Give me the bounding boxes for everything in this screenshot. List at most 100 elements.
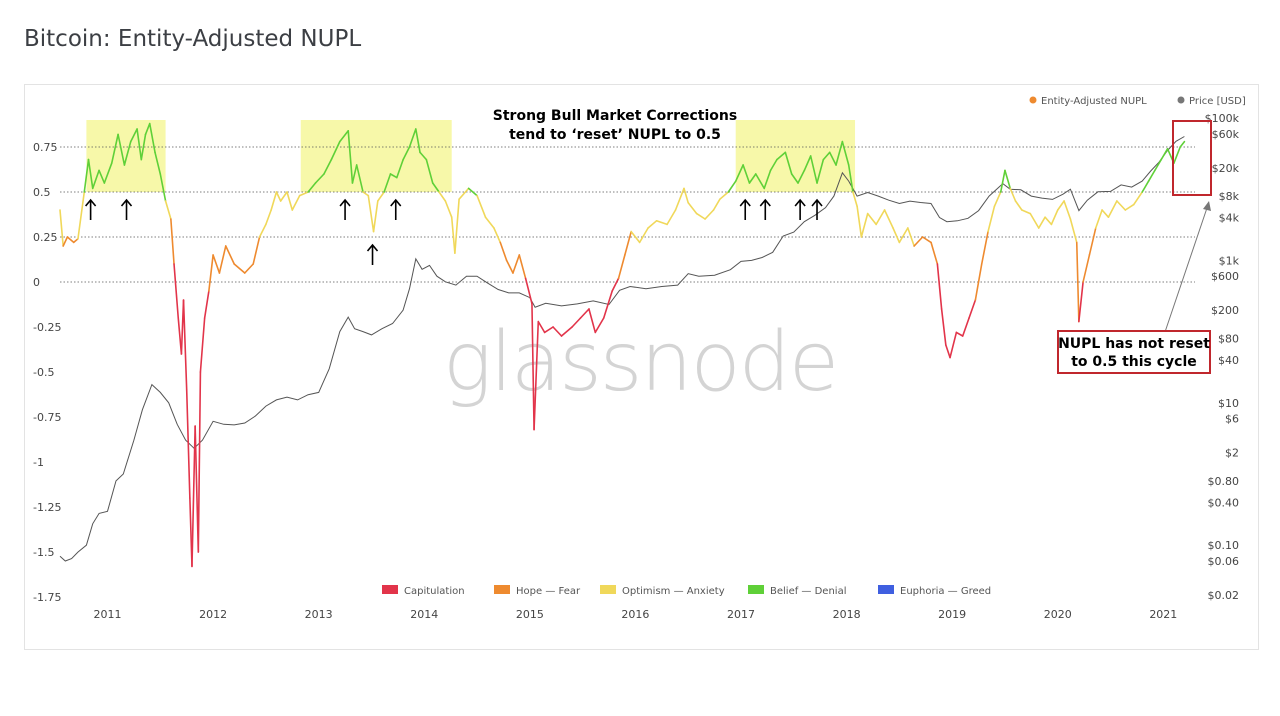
y-left-tick: -0.75 — [33, 411, 61, 424]
y-left-tick: -1 — [33, 456, 44, 469]
nupl-segment — [1004, 169, 1012, 190]
nupl-segment — [797, 169, 806, 184]
nupl-segment — [1050, 209, 1059, 226]
nupl-segment — [594, 317, 605, 334]
nupl-segment — [154, 151, 162, 175]
y-right-tick: $200 — [1211, 304, 1239, 317]
nupl-segment — [892, 227, 901, 244]
y-right-tick: $1k — [1219, 254, 1240, 267]
nupl-segment — [531, 302, 535, 431]
nupl-segment — [638, 227, 649, 244]
annotation-top-line: tend to ‘reset’ NUPL to 0.5 — [509, 127, 721, 143]
y-right-tick: $0.02 — [1208, 589, 1240, 602]
nupl-segment — [727, 180, 737, 193]
dotted-gridlines — [60, 146, 1195, 283]
nupl-segment — [59, 209, 64, 247]
nupl-segment — [1082, 254, 1091, 283]
y-left-tick: -0.25 — [33, 321, 61, 334]
nupl-segment — [1078, 281, 1084, 323]
nupl-segment — [389, 173, 398, 179]
nupl-segment — [351, 164, 358, 184]
nupl-segment — [87, 158, 94, 190]
nupl-segment — [286, 191, 294, 211]
y-left-tick: 0.75 — [33, 141, 58, 154]
y-right-tick: $600 — [1211, 270, 1239, 283]
legend-bottom-swatch — [878, 585, 894, 594]
nupl-segment — [847, 164, 854, 193]
nupl-segment — [62, 236, 69, 247]
nupl-segment — [270, 191, 278, 211]
nupl-segment — [218, 245, 227, 274]
nupl-segment — [860, 212, 869, 238]
annotation-note: NUPL has not reset to 0.5 this cycle — [1057, 120, 1212, 374]
nupl-segment — [930, 241, 939, 265]
nupl-segment — [129, 128, 138, 143]
nupl-segment — [1009, 187, 1017, 202]
nupl-segment — [974, 263, 983, 301]
nupl-segment — [454, 198, 460, 254]
nupl-segment — [1107, 200, 1118, 218]
legend-bottom-label: Optimism — Anxiety — [622, 586, 725, 597]
nupl-segment — [136, 128, 143, 161]
nupl-segment — [674, 187, 685, 211]
nupl-segment — [968, 299, 977, 319]
y-right-tick: $6 — [1225, 413, 1239, 426]
x-tick: 2013 — [305, 608, 333, 621]
y-right-tick: $0.40 — [1208, 496, 1240, 509]
nupl-segment — [110, 133, 119, 164]
nupl-segment — [543, 326, 554, 334]
nupl-segment — [438, 191, 447, 202]
legend-bottom-label: Capitulation — [404, 586, 465, 597]
nupl-segment — [458, 187, 470, 200]
nupl-segment — [822, 151, 831, 161]
annotation-top: Strong Bull Market Corrections tend to ‘r… — [493, 108, 737, 143]
nupl-segment — [921, 236, 932, 244]
nupl-series — [59, 122, 1186, 568]
price-line — [59, 136, 1185, 562]
y-right-tick: $0.80 — [1208, 475, 1240, 488]
nupl-segment — [383, 173, 392, 193]
nupl-segment — [1029, 212, 1040, 229]
reset-arrow — [339, 198, 351, 220]
y-right-tick: $60k — [1212, 128, 1240, 141]
nupl-segment — [170, 218, 175, 265]
nupl-chart: glassnode 0.75 0.5 0.25 0 -0.25 -0.5 -0.75 -1 -1… — [33, 96, 1246, 621]
nupl-segment — [784, 151, 793, 175]
nupl-segment — [602, 290, 613, 319]
nupl-segment — [809, 155, 818, 184]
nupl-segment — [493, 227, 502, 244]
x-tick: 2012 — [199, 608, 227, 621]
nupl-segment — [408, 128, 417, 148]
legend-top-marker — [1177, 96, 1185, 104]
nupl-segment — [611, 277, 620, 292]
nupl-segment — [742, 164, 751, 184]
nupl-segment — [347, 129, 354, 184]
nupl-segment — [687, 202, 698, 215]
nupl-segment — [512, 254, 521, 274]
nupl-segment — [367, 194, 375, 233]
nupl-segment — [683, 187, 690, 204]
nupl-segment — [415, 128, 421, 154]
nupl-segment — [123, 140, 132, 166]
nupl-segment — [1160, 147, 1169, 161]
nupl-segment — [173, 263, 180, 319]
nupl-segment — [719, 191, 730, 200]
nupl-segment — [467, 187, 478, 197]
y-left-tick: 0 — [33, 276, 40, 289]
nupl-segment — [712, 198, 721, 211]
reset-arrow — [759, 198, 771, 220]
nupl-segment — [298, 191, 309, 197]
legend-top-label: Price [USD] — [1189, 96, 1246, 107]
y-right-tick: $8k — [1219, 190, 1240, 203]
chart-card: glassnode 0.75 0.5 0.25 0 -0.25 -0.5 -0.75 -1 -1… — [24, 84, 1259, 650]
nupl-segment — [533, 320, 540, 431]
nupl-segment — [552, 326, 563, 337]
y-left-tick: 0.5 — [33, 186, 51, 199]
nupl-segment — [191, 425, 196, 568]
nupl-segment — [841, 140, 850, 166]
nupl-segment — [776, 151, 787, 161]
nupl-segment — [588, 308, 597, 334]
nupl-segment — [1088, 227, 1097, 256]
y-left-tick: 0.25 — [33, 231, 58, 244]
x-axis: 2011 2012 2013 2014 2015 2016 2017 2018 2019 2020… — [94, 608, 1178, 621]
